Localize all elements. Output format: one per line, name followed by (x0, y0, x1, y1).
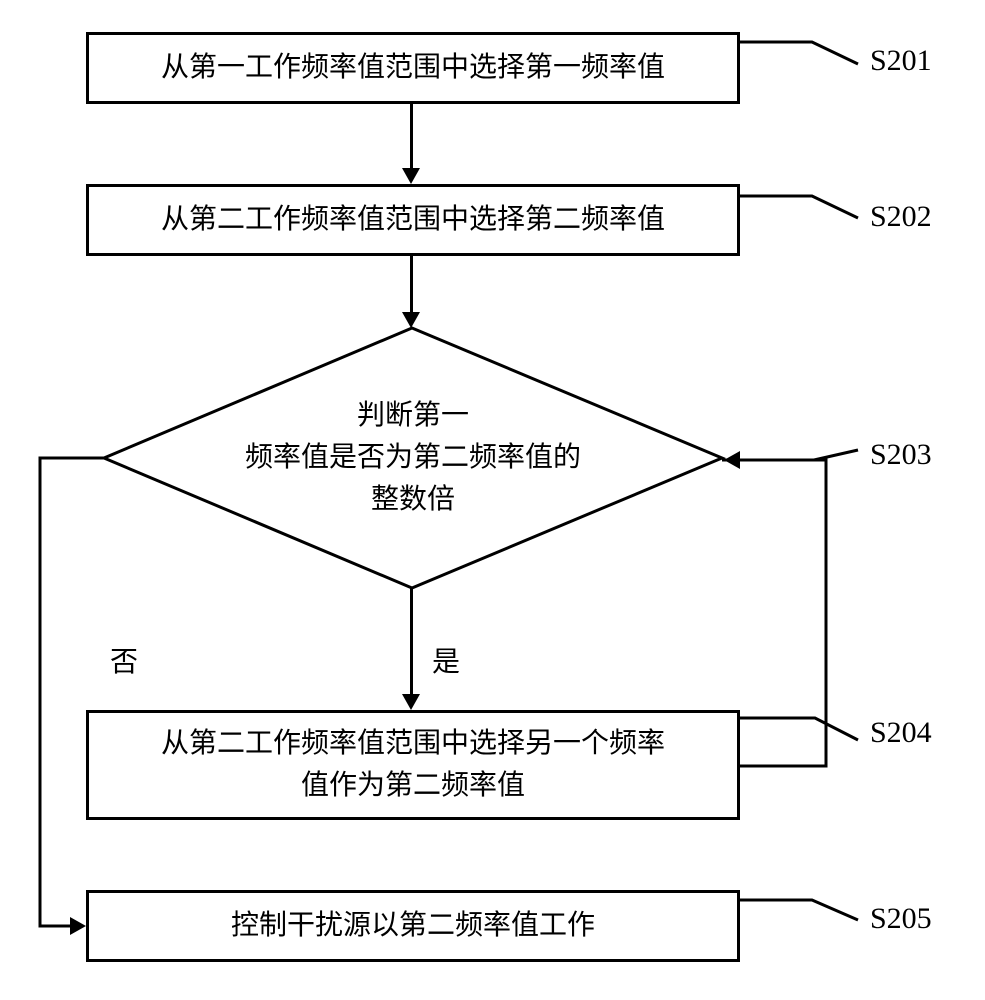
decision-text-wrapper: 判断第一 频率值是否为第二频率值的 整数倍 (104, 328, 722, 588)
step-text-s205: 控制干扰源以第二频率值工作 (231, 905, 595, 947)
s204-line2: 值作为第二频率值 (301, 770, 525, 801)
arrow-s202-s203 (410, 256, 413, 314)
step-label-s201: S201 (870, 44, 932, 78)
arrowhead-s201-s202 (402, 168, 420, 184)
decision-line2: 频率值是否为第二频率值的 (245, 442, 581, 473)
step-label-s203: S203 (870, 438, 932, 472)
decision-line3: 整数倍 (371, 484, 455, 515)
flowchart-container: 从第一工作频率值范围中选择第一频率值 S201 从第二工作频率值范围中选择第二频… (0, 0, 985, 1000)
arrow-s201-s202 (410, 104, 413, 170)
arrowhead-s202-s203 (402, 312, 420, 328)
step-text-s204: 从第二工作频率值范围中选择另一个频率 值作为第二频率值 (161, 723, 665, 807)
branch-label-yes: 是 (432, 640, 460, 680)
s204-line1: 从第二工作频率值范围中选择另一个频率 (161, 728, 665, 759)
step-text-s202: 从第二工作频率值范围中选择第二频率值 (161, 199, 665, 241)
step-box-s204: 从第二工作频率值范围中选择另一个频率 值作为第二频率值 (86, 710, 740, 820)
step-box-s201: 从第一工作频率值范围中选择第一频率值 (86, 32, 740, 104)
branch-label-no: 否 (110, 640, 138, 680)
step-box-s205: 控制干扰源以第二频率值工作 (86, 890, 740, 962)
step-box-s202: 从第二工作频率值范围中选择第二频率值 (86, 184, 740, 256)
decision-text-s203: 判断第一 频率值是否为第二频率值的 整数倍 (245, 395, 581, 521)
step-label-s205: S205 (870, 902, 932, 936)
arrow-yes-s203-s204 (410, 588, 413, 696)
decision-line1: 判断第一 (357, 400, 469, 431)
step-label-s204: S204 (870, 716, 932, 750)
arrowhead-yes-s203-s204 (402, 694, 420, 710)
step-text-s201: 从第一工作频率值范围中选择第一频率值 (161, 47, 665, 89)
step-label-s202: S202 (870, 200, 932, 234)
